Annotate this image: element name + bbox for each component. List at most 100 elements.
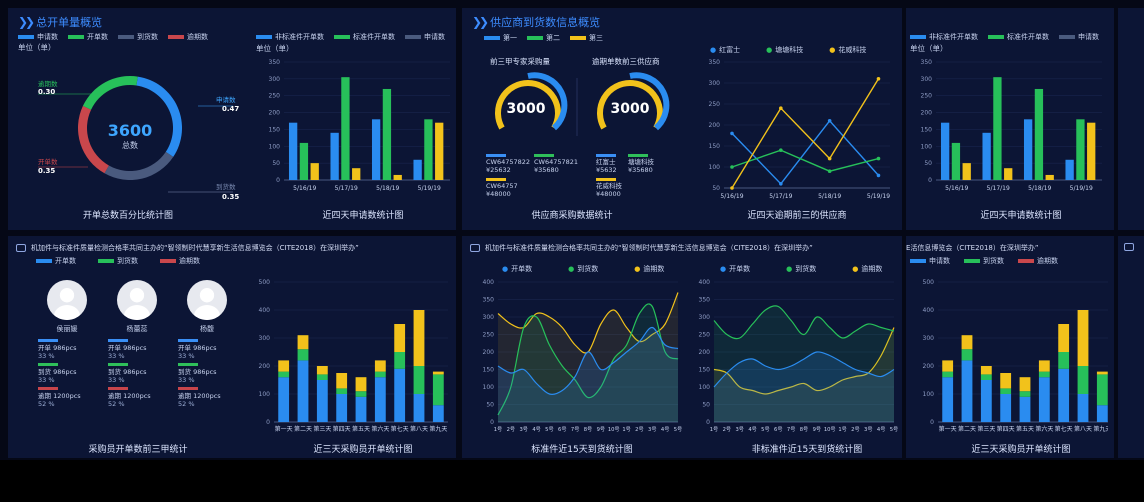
bar-segment (374, 371, 386, 378)
legend-item[interactable]: ● 开单数 (720, 265, 751, 273)
legend-item[interactable]: 申请数 (1059, 32, 1099, 42)
bar-segment (961, 360, 973, 422)
bar-segment (432, 374, 444, 406)
x-tick-label: 5/18/19 (1028, 185, 1051, 192)
bar (352, 168, 361, 180)
line-chart: 50 100 150 200 250 300 350 5/16/19 5/17/19 5/18/1… (709, 59, 891, 200)
legend-item[interactable]: 到货数 (98, 256, 138, 266)
bar-segment (297, 360, 309, 422)
donut-center-label: 总数 (122, 140, 138, 150)
legend-item[interactable]: 标准件开单数 (334, 32, 395, 42)
bar-segment (413, 310, 425, 366)
x-tick-label: 3号 (735, 426, 744, 433)
marquee: 机加件与标准件质量检测合格率共同主办的“智领制时代慧享新生活信息博览会（CITE… (16, 243, 359, 253)
bar (1023, 119, 1033, 180)
avatar-icon (117, 280, 157, 320)
bar-segment (316, 374, 328, 380)
data-point (876, 156, 881, 161)
bar-segment (1019, 377, 1031, 392)
chart-caption: 近四天申请数统计图 (980, 211, 1062, 221)
legend-item[interactable]: ● 开单数 (502, 265, 533, 273)
legend-item[interactable]: 申请数 (405, 32, 445, 42)
y-tick-label: 400 (259, 307, 271, 314)
legend-item[interactable]: ● 到货数 (568, 265, 599, 273)
y-tick-label: 500 (923, 279, 935, 286)
legend-item[interactable]: ● 花威科技 (829, 46, 867, 54)
legend-item[interactable]: 开单数 (68, 32, 108, 42)
bar (1045, 174, 1054, 180)
x-tick-label: 1号 (710, 426, 719, 433)
seg-value: 0.35 (38, 167, 55, 175)
legend-item[interactable]: 逾期数 (1018, 256, 1058, 266)
y-tick-label: 250 (709, 101, 721, 108)
x-tick-label: 5/16/19 (945, 185, 968, 192)
bar (330, 132, 339, 180)
legend-item[interactable]: ● 逾期数 (634, 265, 665, 273)
legend-item[interactable]: ● 逾期数 (852, 265, 883, 273)
y-tick-label: 300 (699, 314, 711, 321)
x-tick-label: 第五天 (352, 425, 370, 433)
legend-item[interactable]: 标准件开单数 (988, 32, 1049, 42)
x-tick-label: 第八天 (1074, 425, 1092, 433)
buyer-card[interactable]: 杨馥 开单 986pcs 33 % 到货 986pcs 33 % 逾期 1200pc… (178, 280, 236, 408)
bar-legend: 非标准件开单数 标准件开单数 申请数 (256, 32, 445, 42)
legend-item[interactable]: ● 红富士 (710, 46, 741, 54)
bar (288, 122, 298, 180)
data-point (730, 186, 734, 190)
chart-caption: 近三天采购员开单统计图 (971, 445, 1071, 455)
area-chart: 0 50 100 150 200 250 300 350 400 1号 2号 3号 4号 5号 6号 7号 8号… (483, 279, 683, 433)
x-tick-label: 6号 (558, 426, 567, 433)
bar-segment (1058, 324, 1070, 352)
bar-segment (394, 352, 406, 369)
legend-item[interactable]: ● 塘塘科技 (766, 46, 804, 54)
legend-item[interactable]: ● 到货数 (786, 265, 817, 273)
y-tick-label: 150 (483, 367, 495, 374)
bar (310, 163, 319, 180)
legend-item[interactable]: 申请数 (18, 32, 58, 42)
bar-segment (1096, 374, 1108, 406)
y-tick-label: 350 (699, 297, 711, 304)
legend-item[interactable]: 非标准件开单数 (910, 32, 978, 42)
x-tick-label: 第三天 (977, 425, 995, 433)
bar-segment (278, 360, 290, 372)
x-tick-label: 5号 (761, 426, 770, 433)
y-tick-label: 300 (259, 335, 271, 342)
bar-segment (1058, 368, 1070, 422)
bar-segment (1000, 388, 1012, 394)
panel-arrival-15days: 机加件与标准件质量检测合格率共同主办的“智领制时代慧享新生活信息博览会（CITE… (462, 236, 902, 458)
buyer-card[interactable]: 侯丽媛 开单 986pcs 33 % 到货 986pcs 33 % 逾期 1200p… (38, 280, 96, 408)
legend-item[interactable]: 申请数 (910, 256, 950, 266)
x-tick-label: 5/19/19 (1070, 185, 1093, 192)
speaker-icon (16, 244, 26, 252)
y-tick-label: 100 (921, 143, 933, 150)
bar (1004, 168, 1013, 180)
legend-item[interactable]: 第三 (570, 33, 603, 43)
panel-supplier-overview: ❯❯ 供应商到货数信息概览 第一 第二 第三 前三甲专家采购量 逾期单数前三供应商… (462, 8, 902, 230)
legend-item[interactable]: 到货数 (964, 256, 1004, 266)
bar-segment (297, 335, 309, 350)
buyer-card[interactable]: 杨蕾蕊 开单 986pcs 33 % 到货 986pcs 33 % 逾期 1200p… (108, 280, 166, 408)
legend-item[interactable]: 开单数 (36, 256, 76, 266)
bar (299, 142, 309, 180)
bar-segment (1000, 394, 1012, 422)
panel-buyer-bars-partial: E活信息博览会（CITE2018）在深圳举办” 申请数 到货数 逾期数 0 100… (906, 236, 1114, 458)
legend-item[interactable]: 第一 (484, 33, 517, 43)
y-tick-label: 50 (924, 160, 932, 167)
gauge-label: 逾期单数前三供应商 (592, 57, 660, 66)
bar-segment (374, 360, 386, 372)
seg-label: 开单数 (38, 157, 58, 166)
y-tick-label: 0 (276, 177, 280, 184)
legend-item[interactable]: 逾期数 (160, 256, 200, 266)
legend-item[interactable]: 第二 (527, 33, 560, 43)
bar-segment (980, 380, 992, 422)
chart-caption: 非标准件近15天到货统计图 (751, 445, 863, 455)
legend-item[interactable]: 非标准件开单数 (256, 32, 324, 42)
x-tick-label: 5/17/19 (335, 185, 358, 192)
chart-caption: 近三天采购员开单统计图 (313, 445, 413, 455)
panel-title: ❯❯ 供应商到货数信息概览 (472, 15, 601, 29)
legend-item[interactable]: 逾期数 (168, 32, 208, 42)
legend-item[interactable]: 到货数 (118, 32, 158, 42)
bar (424, 119, 433, 180)
gauge-label: 前三甲专家采购量 (490, 57, 550, 66)
unit-label: 单位（单） (18, 43, 56, 52)
